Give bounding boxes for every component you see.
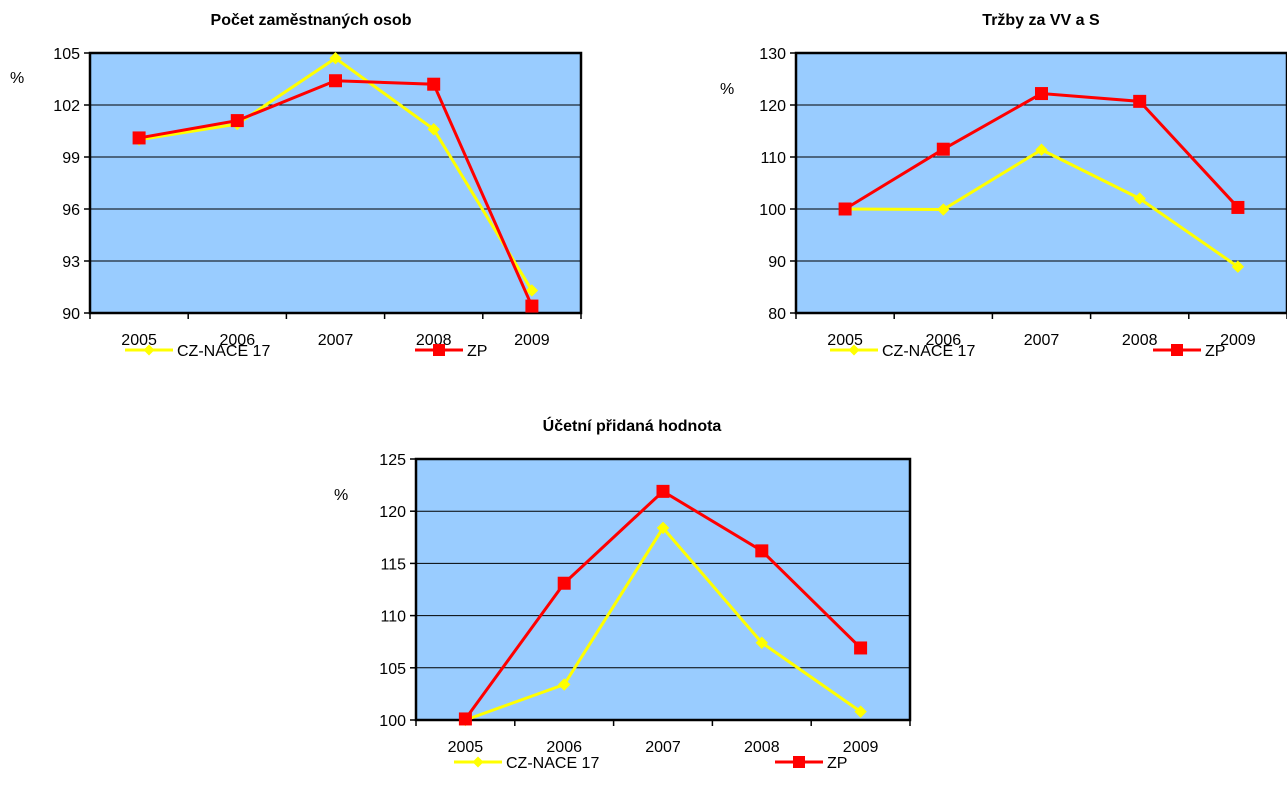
x-tick-label: 2005 xyxy=(827,332,863,349)
chart-title: Účetní přidaná hodnota xyxy=(543,416,722,435)
legend-marker xyxy=(1171,344,1183,356)
y-tick-label: 115 xyxy=(380,556,406,573)
chart-title: Počet zaměstnaných osob xyxy=(211,12,412,29)
x-tick-label: 2007 xyxy=(1024,332,1060,349)
data-point-diamond xyxy=(656,521,670,535)
y-tick-label: 80 xyxy=(768,306,786,323)
y-axis-label: % xyxy=(334,487,348,504)
x-tick-label: 2009 xyxy=(514,332,550,349)
legend-label: ZP xyxy=(1205,343,1225,360)
data-point-square xyxy=(838,202,852,216)
data-point-diamond xyxy=(755,636,769,649)
legend-item: CZ-NACE 17 xyxy=(830,343,975,360)
y-axis-label: % xyxy=(10,70,24,87)
x-tick-label: 2006 xyxy=(926,332,962,349)
y-tick-label: 100 xyxy=(379,713,406,730)
legend-label: ZP xyxy=(467,343,487,360)
y-axis-label: % xyxy=(720,81,734,98)
y-tick-label: 105 xyxy=(379,661,406,678)
data-point-square xyxy=(557,576,571,590)
plot-border xyxy=(414,457,912,722)
data-point-square xyxy=(854,641,868,655)
data-point-diamond xyxy=(557,678,571,691)
chart-2: Tržby za VV a S% 80 90 100 110 120 130 2005 2006… xyxy=(720,12,1287,360)
y-tick-label: 93 xyxy=(62,254,80,271)
y-tick-label: 110 xyxy=(760,150,786,167)
data-point-square xyxy=(936,142,950,156)
x-tick-label: 2009 xyxy=(1220,332,1256,349)
x-tick-label: 2006 xyxy=(220,332,256,349)
data-point-square xyxy=(329,74,342,88)
x-tick-label: 2006 xyxy=(546,739,582,756)
data-point-diamond xyxy=(329,51,342,65)
x-tick-label: 2009 xyxy=(843,739,879,756)
y-tick-label: 100 xyxy=(759,202,786,219)
legend-label: CZ-NACE 17 xyxy=(882,343,975,360)
chart-1: Počet zaměstnaných osob% 90 93 96 99 102 105 20… xyxy=(10,12,583,360)
data-point-square xyxy=(1035,87,1048,101)
y-tick-label: 90 xyxy=(62,306,80,323)
y-tick-label: 110 xyxy=(380,609,406,626)
x-tick-label: 2008 xyxy=(1122,332,1158,349)
data-point-square xyxy=(525,299,539,313)
y-tick-label: 99 xyxy=(62,150,80,167)
legend-item: ZP xyxy=(1153,343,1225,360)
data-point-diamond xyxy=(1133,192,1146,205)
legend-label: ZP xyxy=(827,755,847,772)
legend-marker xyxy=(848,344,860,356)
y-tick-label: 130 xyxy=(759,46,786,63)
x-tick-label: 2007 xyxy=(645,739,681,756)
data-point-diamond xyxy=(1035,143,1048,156)
x-tick-label: 2008 xyxy=(744,739,780,756)
legend-item: ZP xyxy=(775,755,847,772)
data-point-square xyxy=(427,77,441,91)
legend-item: CZ-NACE 17 xyxy=(454,755,599,772)
y-tick-label: 102 xyxy=(53,98,80,115)
legend-marker xyxy=(433,344,445,356)
x-tick-label: 2005 xyxy=(448,739,484,756)
data-point-square xyxy=(132,131,146,145)
data-point-diamond xyxy=(525,284,539,297)
y-tick-label: 125 xyxy=(379,452,406,469)
legend-label: CZ-NACE 17 xyxy=(506,755,599,772)
legend-item: CZ-NACE 17 xyxy=(125,343,270,360)
plot-area xyxy=(416,459,910,720)
data-point-square xyxy=(458,712,472,726)
legend-marker xyxy=(472,756,484,768)
legend-marker xyxy=(143,344,155,356)
chart-3: Účetní přidaná hodnota% 100 105 110 115 120 12… xyxy=(334,416,912,772)
data-point-square xyxy=(230,114,244,128)
legend-item: ZP xyxy=(415,343,487,360)
y-tick-label: 90 xyxy=(768,254,786,271)
x-tick-label: 2005 xyxy=(121,332,157,349)
data-point-square xyxy=(1231,200,1245,214)
y-tick-label: 120 xyxy=(379,504,406,521)
data-point-square xyxy=(1133,94,1147,108)
data-point-diamond xyxy=(937,203,950,216)
chart-title: Tržby za VV a S xyxy=(982,12,1100,29)
x-tick-label: 2007 xyxy=(318,332,354,349)
y-tick-label: 105 xyxy=(53,46,80,63)
plot-area xyxy=(90,53,581,313)
legend-label: CZ-NACE 17 xyxy=(177,343,270,360)
plot-border xyxy=(794,51,1287,315)
legend-marker xyxy=(793,756,805,768)
y-tick-label: 120 xyxy=(759,98,786,115)
y-tick-label: 96 xyxy=(62,202,80,219)
data-point-diamond xyxy=(854,705,867,718)
data-point-square xyxy=(755,544,769,558)
data-point-diamond xyxy=(427,123,440,136)
data-point-square xyxy=(656,484,670,498)
data-point-diamond xyxy=(1231,260,1245,273)
